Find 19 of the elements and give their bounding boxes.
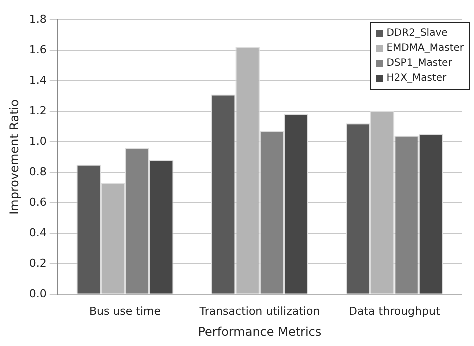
- y-tick-label: 0.0: [29, 287, 47, 300]
- y-tick-label: 1.8: [29, 12, 47, 26]
- x-axis-title: Performance Metrics: [198, 324, 322, 339]
- y-tick-label: 0.2: [29, 256, 47, 270]
- y-tick-label: 1.4: [29, 74, 47, 87]
- y-tick-label: 1.0: [29, 134, 47, 148]
- y-tick-label: 1.2: [29, 104, 47, 118]
- y-axis-title: Improvement Ratio: [7, 100, 22, 215]
- legend-label: EMDMA_Master: [386, 43, 464, 54]
- legend-label: DDR2_Slave: [386, 28, 448, 39]
- y-tick-label: 0.4: [29, 226, 47, 240]
- x-tick-label: Bus use time: [89, 304, 162, 318]
- x-tick-label: Data throughput: [349, 304, 441, 318]
- y-tick-label: 0.8: [29, 165, 47, 178]
- x-tick-label: Transaction utilization: [198, 304, 320, 318]
- legend-label: H2X_Master: [386, 73, 447, 84]
- y-tick-label: 0.6: [29, 196, 47, 209]
- y-tick-label: 1.6: [29, 43, 47, 56]
- legend-label: DSP1_Master: [386, 58, 452, 69]
